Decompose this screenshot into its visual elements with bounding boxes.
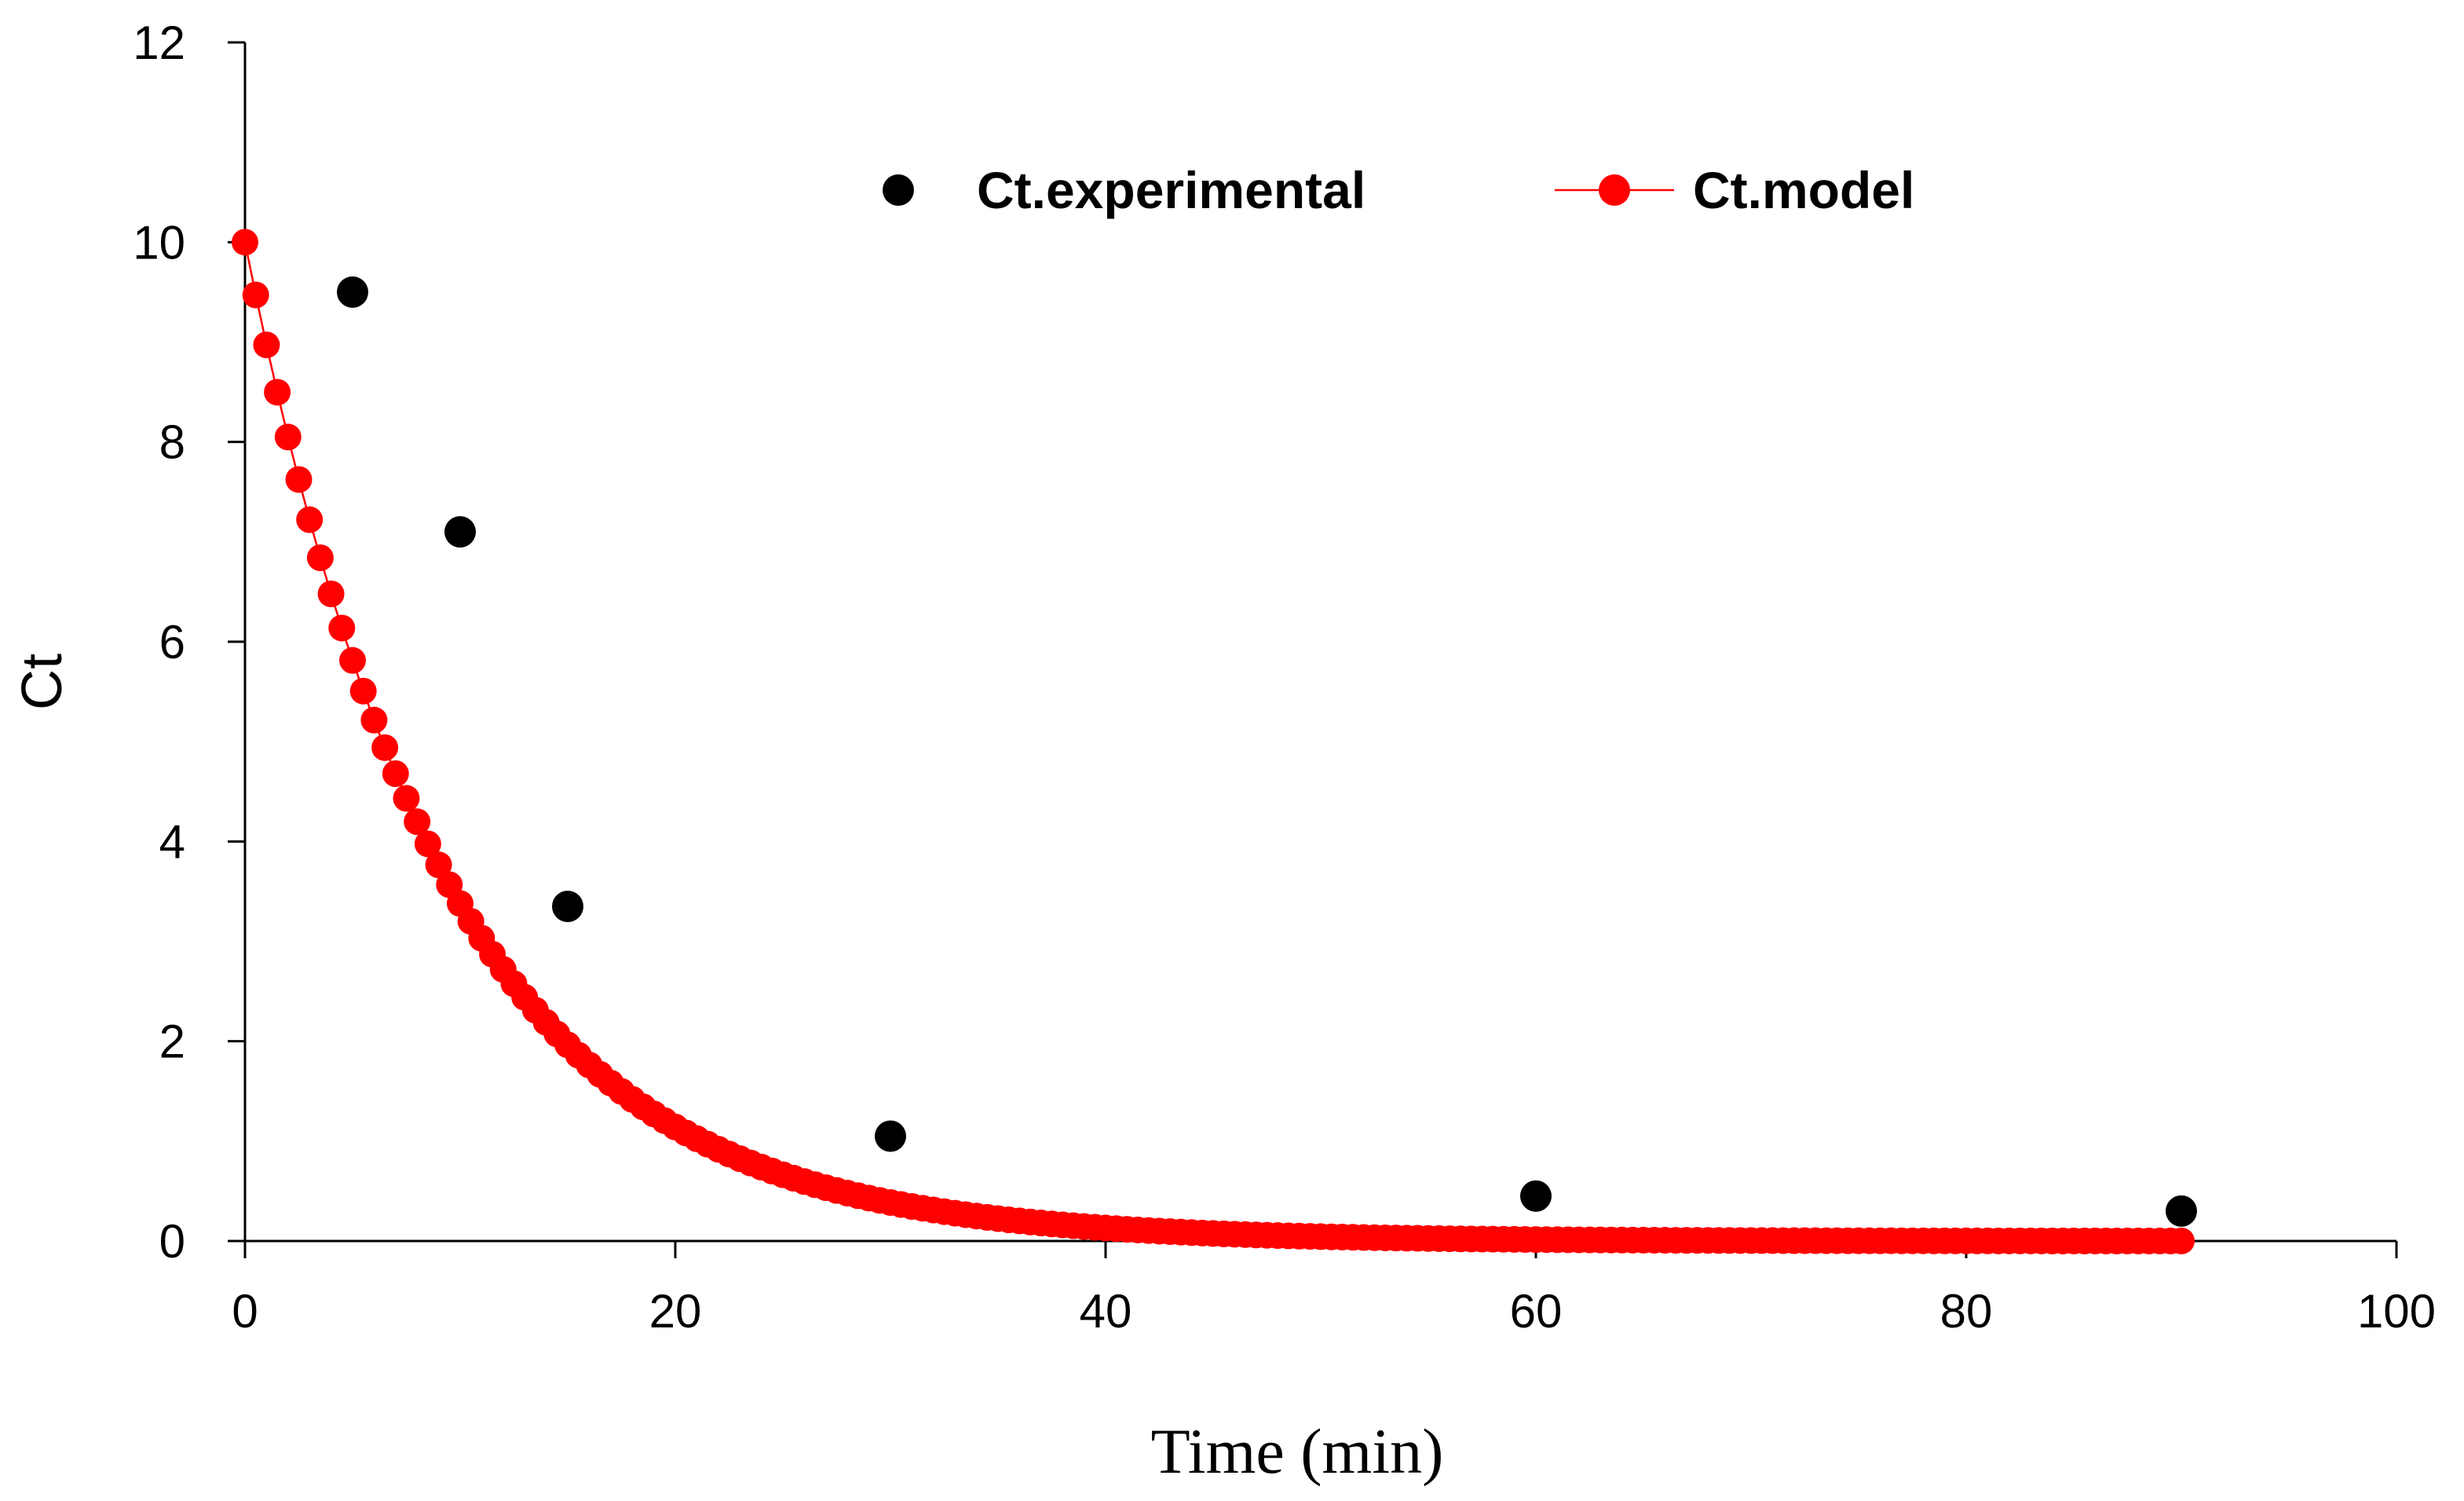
model-point bbox=[404, 808, 431, 836]
model-point bbox=[264, 379, 291, 406]
model-point bbox=[306, 544, 334, 572]
y-tick-label: 4 bbox=[159, 815, 185, 868]
y-tick-label: 2 bbox=[159, 1016, 185, 1068]
model-point bbox=[296, 506, 324, 533]
legend-label-model: Ct.model bbox=[1693, 161, 1914, 219]
model-point bbox=[393, 785, 420, 812]
experimental-point bbox=[2166, 1195, 2197, 1227]
y-tick-label: 0 bbox=[159, 1215, 185, 1268]
y-tick-label: 6 bbox=[159, 616, 185, 668]
experimental-point bbox=[875, 1120, 906, 1152]
experimental-point bbox=[1520, 1180, 1552, 1212]
x-tick-label: 100 bbox=[2357, 1285, 2436, 1338]
model-point bbox=[317, 580, 345, 608]
model-point bbox=[339, 646, 366, 674]
model-point bbox=[382, 760, 409, 787]
model-point bbox=[253, 331, 280, 359]
x-tick-label: 0 bbox=[232, 1285, 258, 1338]
y-tick-label: 8 bbox=[159, 416, 185, 469]
plot-area bbox=[232, 229, 2197, 1254]
x-tick-label: 20 bbox=[649, 1285, 702, 1338]
model-point bbox=[360, 706, 388, 734]
x-tick-label: 60 bbox=[1510, 1285, 1563, 1338]
experimental-point bbox=[337, 276, 368, 308]
x-axis-title: Time (min) bbox=[1151, 1415, 1444, 1487]
model-point bbox=[2168, 1227, 2195, 1254]
x-tick-label: 40 bbox=[1080, 1285, 1132, 1338]
model-line bbox=[243, 242, 2181, 1243]
legend-marker-model bbox=[1599, 174, 1630, 206]
y-axis-title: Ct bbox=[11, 653, 74, 710]
legend-marker-experimental bbox=[883, 174, 914, 206]
model-point bbox=[274, 423, 302, 451]
y-tick-label: 10 bbox=[133, 216, 185, 269]
legend-label-experimental: Ct.experimental bbox=[977, 161, 1365, 219]
model-point bbox=[328, 614, 356, 642]
model-point bbox=[371, 734, 399, 761]
model-point bbox=[425, 851, 452, 879]
experimental-point bbox=[444, 516, 476, 548]
model-point bbox=[242, 281, 269, 309]
model-point bbox=[285, 466, 313, 493]
legend: Ct.experimental Ct.model bbox=[883, 161, 1914, 219]
axes: 0 20 40 60 80 100 0 2 4 6 8 10 12 bbox=[133, 16, 2436, 1338]
model-point bbox=[349, 677, 377, 705]
model-point bbox=[232, 229, 258, 256]
y-tick-label: 12 bbox=[133, 16, 185, 69]
x-tick-label: 80 bbox=[1940, 1285, 1993, 1338]
model-point bbox=[414, 830, 441, 858]
experimental-point bbox=[552, 890, 583, 922]
